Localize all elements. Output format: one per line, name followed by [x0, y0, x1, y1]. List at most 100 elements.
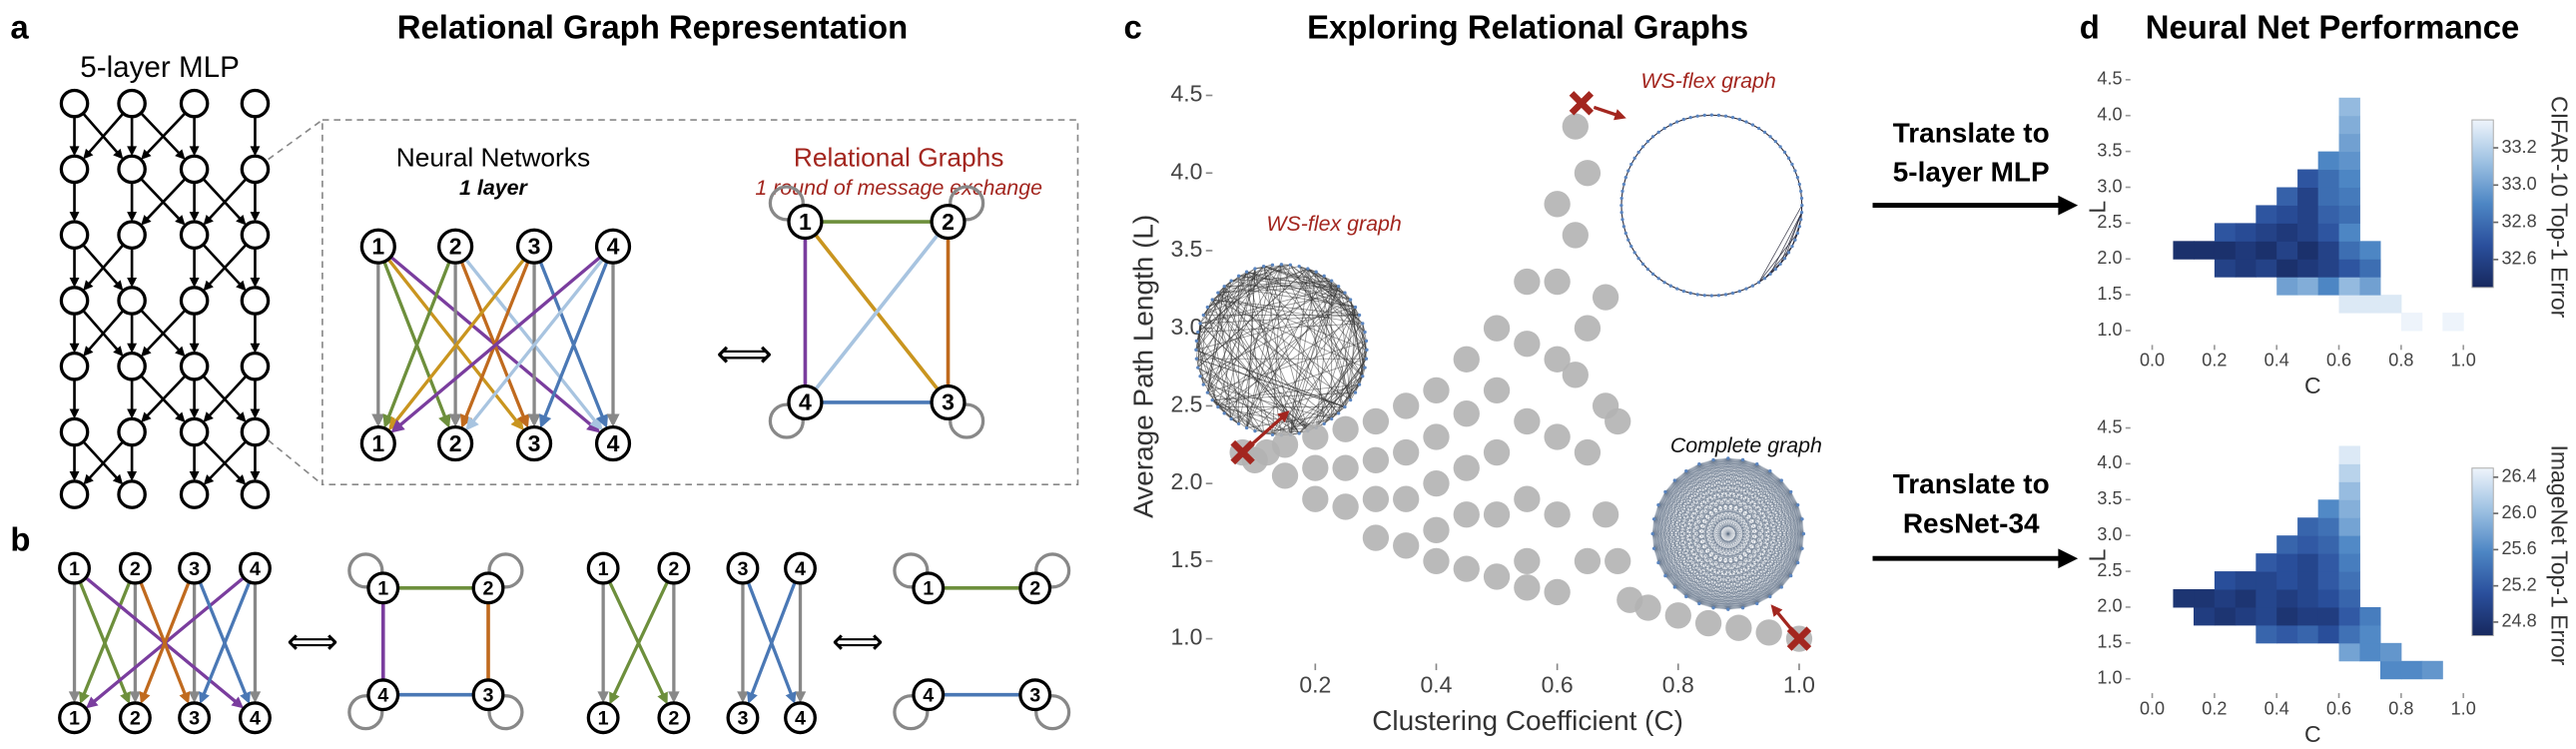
- inset-node: [1740, 457, 1745, 461]
- scatter-point: [1393, 438, 1420, 466]
- inset-node: [1795, 231, 1800, 236]
- inset-edge: [1780, 548, 1803, 588]
- scatter-point: [1483, 501, 1511, 528]
- inset-edge: [1653, 479, 1782, 520]
- inset-edge: [1742, 458, 1782, 481]
- inset-edge: [1653, 518, 1791, 576]
- inset-edge: [1698, 459, 1743, 604]
- heatmap-cell: [2255, 553, 2277, 572]
- inset-edge: [1674, 457, 1728, 481]
- inset-edge: [1756, 575, 1791, 604]
- arrowhead: [69, 146, 80, 157]
- heatmap-cell: [2297, 223, 2319, 242]
- inset-edge: [1657, 459, 1714, 505]
- inset-node: [1306, 267, 1310, 271]
- heatmap-cell: [2276, 223, 2298, 242]
- inset-edge: [1712, 491, 1792, 608]
- inset-edge: [1698, 533, 1804, 604]
- scatter-point: [1562, 362, 1589, 388]
- inset-edge: [1712, 518, 1803, 609]
- inset-node: [1632, 156, 1636, 160]
- heatmap-cell: [2276, 589, 2298, 608]
- heatmap-cell: [2173, 589, 2195, 608]
- arrowhead: [236, 214, 247, 226]
- heatmap-cell: [2235, 571, 2256, 590]
- inset-node: [1756, 126, 1761, 131]
- heatmap-cell: [2400, 313, 2423, 332]
- inset-edge: [1712, 575, 1791, 609]
- inset-node: [1632, 251, 1636, 255]
- x-tick-label: 1.0: [1783, 672, 1815, 698]
- inset-edge: [1653, 518, 1782, 588]
- inset-edge: [1758, 205, 1803, 283]
- inset-edge: [1797, 504, 1803, 519]
- inset-edge: [1790, 518, 1803, 576]
- inset-node: [1650, 531, 1654, 536]
- inset-edge: [1281, 264, 1366, 333]
- inset-edge: [1698, 458, 1714, 465]
- inset-node: [1640, 262, 1645, 266]
- inset-edge: [1712, 479, 1782, 608]
- inset-edge: [1685, 470, 1771, 597]
- heatmap-cell: [2359, 259, 2381, 278]
- inset-node: [1762, 277, 1767, 281]
- heatmap-cell: [2255, 589, 2277, 608]
- edge: [202, 243, 243, 287]
- scatter-point: [1544, 501, 1571, 528]
- node: [117, 286, 147, 316]
- inset-edge: [1685, 463, 1757, 472]
- node-label: 3: [528, 233, 541, 259]
- inset-edge: [1657, 562, 1700, 604]
- inset-edge: [1246, 265, 1291, 428]
- heatmap-cell: [2297, 535, 2319, 554]
- heatmap-cell: [2276, 553, 2298, 572]
- inset-node: [1314, 270, 1318, 274]
- node: [59, 220, 90, 250]
- inset-node: [1800, 517, 1804, 521]
- inset-edge: [1742, 459, 1798, 505]
- scatter-point: [1574, 547, 1602, 575]
- inset-edge: [1712, 458, 1803, 520]
- inset-node: [1737, 117, 1741, 122]
- edge: [87, 244, 125, 287]
- inset-edge: [1790, 504, 1799, 576]
- heatmap-cell: [2317, 205, 2340, 224]
- y-tick-label: 2.0: [2097, 248, 2122, 268]
- heatmap-cell: [2297, 589, 2319, 608]
- y-tick-label: 3.5: [2097, 488, 2122, 508]
- inset-edge: [1281, 264, 1346, 407]
- inset-edge: [1651, 479, 1675, 534]
- inset-edge: [1756, 479, 1782, 604]
- heatmap-cell: [2235, 223, 2256, 242]
- inset-node: [1695, 293, 1699, 297]
- inset-edge: [1769, 470, 1804, 534]
- inset-node: [1790, 162, 1794, 167]
- self-loop: [949, 185, 985, 222]
- edge: [82, 112, 120, 155]
- node-label: 3: [942, 389, 955, 415]
- arrowhead: [189, 471, 200, 481]
- arrowhead: [127, 408, 138, 419]
- heatmap-cell: [2255, 223, 2277, 242]
- inset-edge: [1653, 518, 1804, 534]
- inset-edge: [1674, 533, 1804, 588]
- inset-edge: [1290, 264, 1364, 325]
- scatter-point: [1544, 268, 1571, 296]
- inset-node: [1353, 305, 1358, 310]
- chart-title: Exploring Relational Graphs: [1307, 8, 1748, 45]
- scatter-point: [1755, 619, 1782, 646]
- heatmap-cell: [2317, 169, 2340, 188]
- scatter-point: [1514, 331, 1541, 358]
- inset-node: [1229, 416, 1233, 421]
- inset-edge: [1742, 504, 1799, 608]
- inset-edge: [1685, 459, 1714, 597]
- inset-edge: [1653, 518, 1729, 610]
- node-label: 1: [69, 558, 80, 580]
- node: [179, 154, 210, 185]
- node: [586, 701, 620, 735]
- inset-edge: [1298, 367, 1366, 434]
- inset-edge: [1756, 596, 1771, 604]
- inset-edge: [1651, 533, 1700, 604]
- heatmap-cell: [2317, 517, 2340, 536]
- inset-edge: [1742, 459, 1804, 534]
